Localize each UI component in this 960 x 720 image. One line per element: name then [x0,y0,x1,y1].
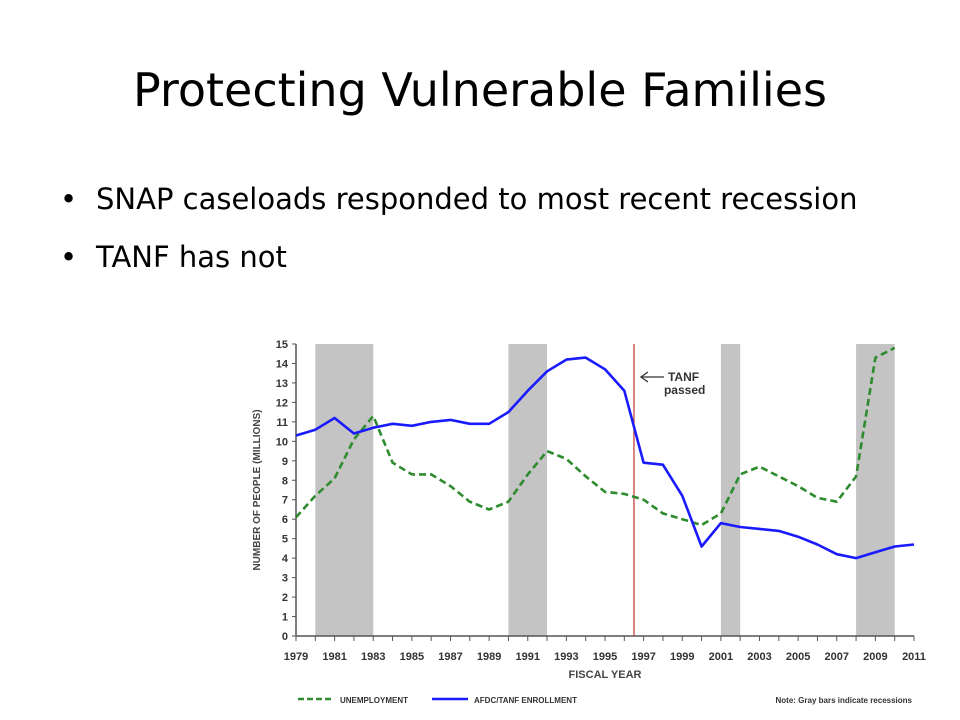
x-tick-label: 1983 [361,651,385,663]
x-tick-label: 1985 [400,651,424,663]
annotation-arrow-icon [639,371,649,383]
y-tick-label: 14 [276,358,289,370]
y-tick-label: 11 [276,417,288,429]
bullet-list: • SNAP caseloads responded to most recen… [60,180,880,296]
y-tick-label: 0 [282,631,288,643]
y-tick-label: 7 [282,495,288,507]
y-tick-label: 5 [282,534,288,546]
annotation-label: TANF [668,370,699,384]
bullet-text: TANF has not [96,240,287,274]
x-tick-label: 2001 [709,651,733,663]
slide-title: Protecting Vulnerable Families [133,63,827,117]
bullet-dot-icon: • [60,240,78,274]
y-tick-label: 13 [276,378,288,390]
x-tick-label: 1997 [631,651,655,663]
y-tick-label: 6 [282,514,288,526]
x-tick-label: 1995 [593,651,617,663]
series-line-unemployment [295,346,896,527]
y-tick-label: 1 [282,612,288,624]
y-tick-label: 15 [276,339,288,351]
recession-bar [315,344,374,636]
recession-bar [508,344,548,636]
y-tick-label: 9 [282,456,288,468]
y-tick-label: 4 [282,553,289,565]
y-tick-label: 2 [282,592,288,604]
recession-bar [856,344,895,636]
bullet-item: • TANF has not [60,238,880,276]
x-tick-label: 1987 [438,651,462,663]
y-tick-label: 10 [276,436,288,448]
recession-bar [720,344,741,636]
bullet-item: • SNAP caseloads responded to most recen… [60,180,880,218]
bullet-dot-icon: • [60,182,78,216]
y-axis-title: NUMBER OF PEOPLE (MILLIONS) [252,409,263,570]
x-tick-label: 1989 [477,651,501,663]
x-tick-label: 1991 [516,651,540,663]
x-tick-label: 2011 [902,651,926,663]
bullet-text: SNAP caseloads responded to most recent … [96,182,858,216]
x-tick-label: 1979 [284,651,308,663]
y-tick-label: 8 [282,475,288,487]
x-tick-label: 1999 [670,651,694,663]
x-tick-label: 2005 [786,651,810,663]
y-tick-label: 3 [282,573,288,585]
annotation-label: passed [664,383,705,397]
x-axis-title: FISCAL YEAR [569,669,642,681]
legend-label: AFDC/TANF ENROLLMENT [474,696,577,705]
legend-note: Note: Gray bars indicate recessions [776,696,913,705]
x-tick-label: 1993 [554,651,578,663]
x-tick-label: 2007 [825,651,849,663]
y-tick-label: 12 [276,397,288,409]
x-tick-label: 1981 [322,651,346,663]
x-tick-label: 2009 [863,651,887,663]
x-tick-label: 2003 [747,651,771,663]
series-line-afdc-tanf [295,356,915,560]
legend-label: UNEMPLOYMENT [340,696,408,705]
